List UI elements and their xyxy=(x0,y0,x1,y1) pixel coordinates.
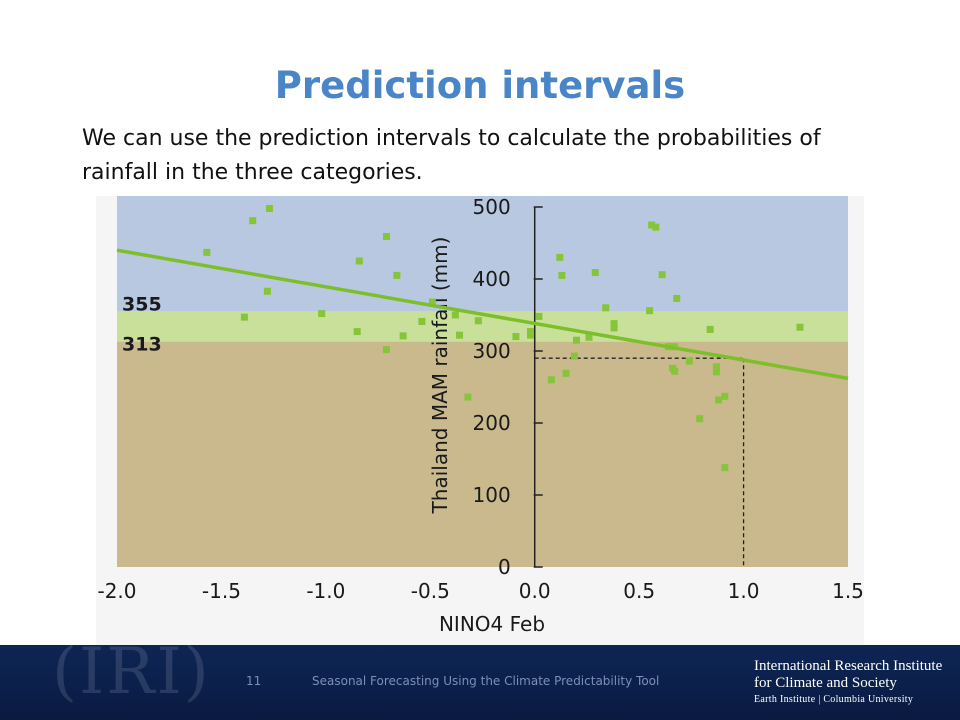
data-point xyxy=(512,333,520,341)
data-point xyxy=(353,328,361,336)
data-point xyxy=(249,217,257,225)
data-point xyxy=(585,333,593,341)
footer-bar: (IRI) 11 Seasonal Forecasting Using the … xyxy=(0,635,960,720)
data-point xyxy=(535,312,543,320)
data-point xyxy=(591,269,599,277)
above-normal-band xyxy=(117,196,848,312)
x-tick-label: -2.0 xyxy=(97,579,136,603)
data-point xyxy=(602,304,610,312)
data-point xyxy=(318,310,326,318)
x-axis-label: NINO4 Feb xyxy=(439,612,545,636)
data-point xyxy=(240,313,248,321)
data-point xyxy=(715,396,723,404)
data-point xyxy=(712,368,720,376)
below-normal-band xyxy=(117,341,848,567)
x-tick-label: 1.0 xyxy=(728,579,760,603)
data-point xyxy=(558,271,566,279)
data-point xyxy=(696,415,704,423)
data-point xyxy=(648,221,656,229)
y-tick-label: 300 xyxy=(473,339,511,363)
slide-subtitle: We can use the prediction intervals to c… xyxy=(82,126,821,185)
data-point xyxy=(706,325,714,333)
iri-logo-watermark: (IRI) xyxy=(52,635,211,709)
y-tick-label: 200 xyxy=(473,411,511,435)
y-tick-label: 100 xyxy=(473,483,511,507)
x-tick-label: 0.5 xyxy=(623,579,655,603)
y-tick-label: 500 xyxy=(473,195,511,219)
data-point xyxy=(673,294,681,302)
data-point xyxy=(418,317,426,325)
data-point xyxy=(646,307,654,315)
data-point xyxy=(610,324,618,332)
scatter-chart: 355 313 0 100 200 300 400 500 Thailand MAM rainf… xyxy=(97,195,864,636)
data-point xyxy=(671,367,679,375)
data-point xyxy=(562,369,570,377)
x-tick-label: 1.5 xyxy=(832,579,864,603)
data-point xyxy=(712,363,720,371)
data-point xyxy=(658,271,666,279)
data-point xyxy=(572,336,580,344)
data-point xyxy=(556,253,564,261)
x-tick-label: -0.5 xyxy=(411,579,450,603)
data-point xyxy=(527,331,535,339)
data-point xyxy=(474,317,482,325)
data-point xyxy=(399,332,407,340)
data-point xyxy=(355,257,363,265)
institution-name: International Research Institute for Cli… xyxy=(754,658,943,691)
data-point xyxy=(393,271,401,279)
y-axis-label: Thailand MAM rainfall (mm) xyxy=(428,237,452,515)
data-point xyxy=(428,298,436,306)
data-point xyxy=(685,357,693,365)
data-point xyxy=(263,287,271,295)
regression-line xyxy=(116,248,849,381)
data-point xyxy=(382,346,390,354)
page-number: 11 xyxy=(246,674,262,688)
x-tick-label: -1.5 xyxy=(202,579,241,603)
x-tick-label: -1.0 xyxy=(306,579,345,603)
data-point xyxy=(382,233,390,241)
normal-band xyxy=(117,311,848,342)
y-tick-label: 0 xyxy=(498,555,511,579)
data-point xyxy=(203,248,211,256)
footer-text: Seasonal Forecasting Using the Climate P… xyxy=(312,674,660,688)
data-point xyxy=(610,320,618,328)
data-point xyxy=(464,393,472,401)
institution-subtitle: Earth Institute | Columbia University xyxy=(754,694,914,705)
data-point xyxy=(265,204,273,212)
data-point xyxy=(652,223,660,231)
x-tick-label: 0.0 xyxy=(519,579,551,603)
y-tick-label: 400 xyxy=(473,267,511,291)
threshold-label-upper: 355 xyxy=(122,293,162,315)
slide-title: Prediction intervals xyxy=(274,64,686,107)
data-point xyxy=(570,352,578,360)
threshold-label-lower: 313 xyxy=(122,334,162,356)
data-point xyxy=(547,376,555,384)
data-point xyxy=(721,392,729,400)
data-point xyxy=(796,323,804,331)
data-point xyxy=(721,464,729,472)
data-point xyxy=(456,331,464,339)
data-point xyxy=(527,328,535,336)
data-point xyxy=(451,311,459,319)
